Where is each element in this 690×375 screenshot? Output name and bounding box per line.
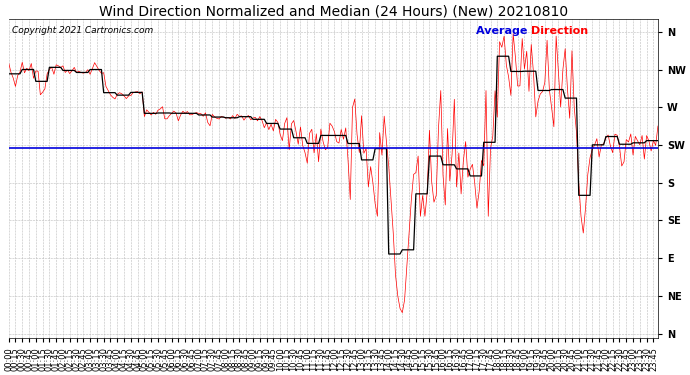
Title: Wind Direction Normalized and Median (24 Hours) (New) 20210810: Wind Direction Normalized and Median (24… xyxy=(99,4,568,18)
Text: Direction: Direction xyxy=(531,26,589,36)
Text: Average: Average xyxy=(476,26,531,36)
Text: Copyright 2021 Cartronics.com: Copyright 2021 Cartronics.com xyxy=(12,26,153,35)
